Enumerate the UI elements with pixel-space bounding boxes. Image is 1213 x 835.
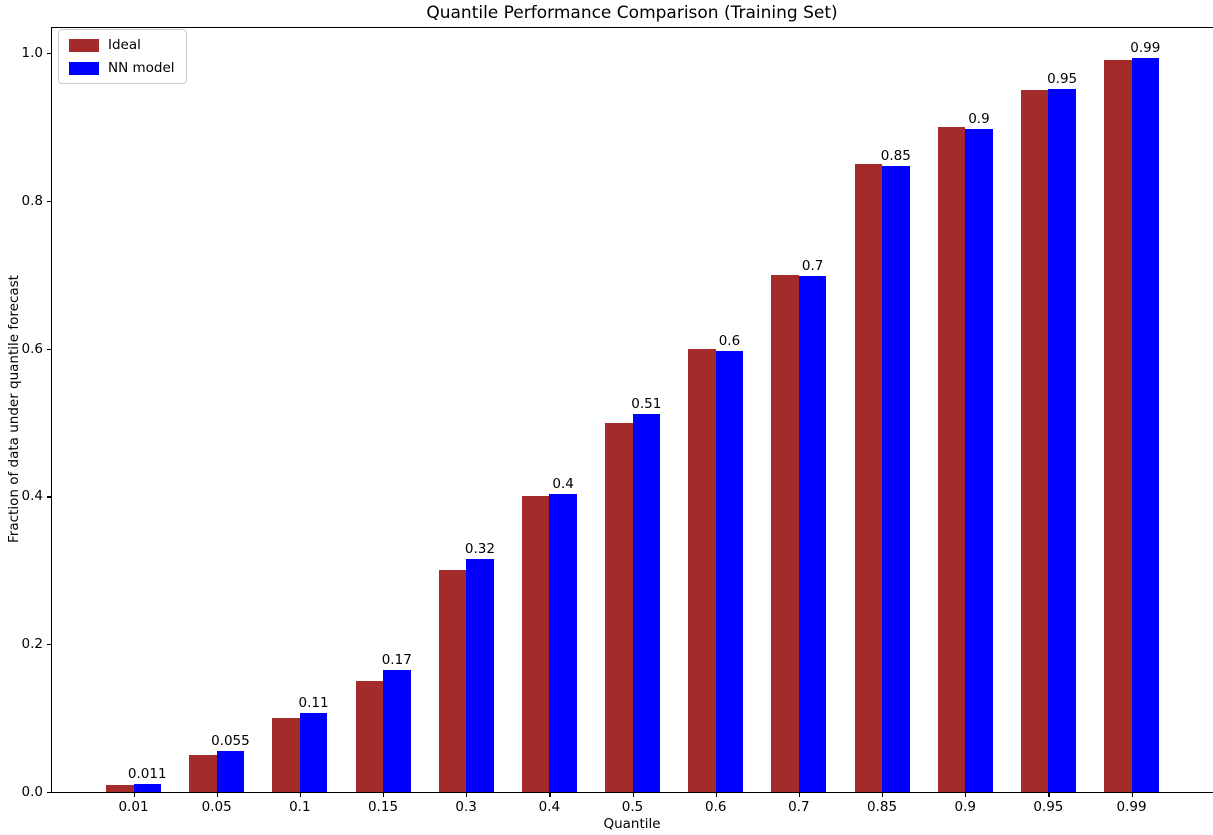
bar-value-label: 0.9 xyxy=(968,111,990,128)
y-tick-mark xyxy=(47,792,51,794)
bar-nn-model-0.95 xyxy=(1048,89,1076,792)
x-tick-mark xyxy=(965,793,967,797)
bar-nn-model-0.05 xyxy=(216,751,245,792)
bar-ideal-0.99 xyxy=(1104,60,1132,792)
bar-nn-model-0.5 xyxy=(632,413,661,792)
bar-nn-model-0.99 xyxy=(1131,58,1160,792)
bar-nn-model-0.85 xyxy=(882,166,910,792)
y-tick-label: 0.8 xyxy=(21,192,43,209)
x-axis-label: Quantile xyxy=(603,816,661,832)
bar-value-label: 0.055 xyxy=(211,733,250,750)
bar-value-label: 0.99 xyxy=(1130,40,1161,57)
bar-value-label: 0.6 xyxy=(718,332,741,349)
x-tick-label: 0.9 xyxy=(954,799,976,815)
x-tick-mark xyxy=(1048,793,1050,797)
bar-nn-model-0.15 xyxy=(383,670,411,792)
y-tick-mark xyxy=(47,496,51,498)
legend-item-ideal: Ideal xyxy=(69,37,175,53)
x-tick-label: 0.7 xyxy=(788,799,810,815)
bar-ideal-0.5 xyxy=(605,422,633,792)
y-tick-label: 0.6 xyxy=(21,340,43,357)
bar-ideal-0.1 xyxy=(272,718,300,792)
x-tick-mark xyxy=(383,793,385,797)
bar-value-label: 0.17 xyxy=(381,652,412,669)
x-tick-mark xyxy=(133,793,135,797)
y-tick-mark xyxy=(47,53,51,55)
bar-nn-model-0.9 xyxy=(965,129,993,792)
legend-swatch-nn-model xyxy=(69,61,99,75)
bar-value-label: 0.32 xyxy=(464,541,495,558)
bar-ideal-0.01 xyxy=(106,784,134,792)
bar-nn-model-0.6 xyxy=(715,350,744,792)
x-tick-mark xyxy=(1131,793,1133,797)
x-tick-label: 0.5 xyxy=(621,799,644,815)
bar-value-label: 0.11 xyxy=(298,694,329,711)
axis-spine-left xyxy=(51,27,52,793)
x-tick-mark xyxy=(632,793,634,797)
x-tick-label: 0.05 xyxy=(201,799,232,815)
y-tick-label: 0.0 xyxy=(21,784,43,800)
bar-value-label: 0.4 xyxy=(552,476,574,493)
x-tick-mark xyxy=(466,793,468,797)
bar-nn-model-0.01 xyxy=(133,783,161,792)
x-tick-label: 0.4 xyxy=(538,799,561,815)
legend-label-nn-model: NN model xyxy=(108,60,175,76)
x-tick-label: 0.1 xyxy=(289,799,311,815)
axis-spine-bottom xyxy=(51,792,1213,794)
bar-ideal-0.05 xyxy=(189,755,217,792)
bar-value-label: 0.95 xyxy=(1047,71,1078,88)
legend-label-ideal: Ideal xyxy=(108,37,141,53)
bar-ideal-0.6 xyxy=(688,348,716,792)
x-tick-label: 0.01 xyxy=(118,799,149,815)
x-tick-label: 0.15 xyxy=(367,799,399,815)
y-tick-label: 0.4 xyxy=(21,488,43,505)
y-tick-mark xyxy=(47,348,51,350)
bar-ideal-0.3 xyxy=(438,570,467,792)
x-tick-label: 0.95 xyxy=(1033,799,1064,815)
bar-nn-model-0.1 xyxy=(299,712,328,792)
bar-nn-model-0.7 xyxy=(798,276,827,792)
y-tick-label: 0.2 xyxy=(21,636,43,653)
bar-ideal-0.85 xyxy=(854,163,883,792)
x-tick-mark xyxy=(216,793,218,797)
bar-ideal-0.95 xyxy=(1020,89,1049,792)
bar-ideal-0.15 xyxy=(355,681,383,792)
chart-title: Quantile Performance Comparison (Trainin… xyxy=(426,3,838,23)
bar-value-label: 0.51 xyxy=(631,395,662,412)
y-tick-label: 1.0 xyxy=(21,45,43,61)
legend-item-nn-model: NN model xyxy=(69,60,175,76)
bar-ideal-0.4 xyxy=(521,496,550,792)
bar-ideal-0.9 xyxy=(937,126,966,792)
x-tick-label: 0.3 xyxy=(455,799,477,815)
x-tick-mark xyxy=(299,793,302,797)
bar-value-label: 0.85 xyxy=(880,148,911,165)
axis-spine-top xyxy=(51,27,1213,28)
x-tick-mark xyxy=(715,793,717,797)
bar-nn-model-0.3 xyxy=(466,559,494,792)
x-tick-mark xyxy=(882,793,884,797)
x-tick-label: 0.6 xyxy=(704,799,727,815)
y-tick-mark xyxy=(47,644,51,646)
x-tick-mark xyxy=(549,793,551,797)
x-tick-label: 0.99 xyxy=(1116,799,1147,815)
bar-nn-model-0.4 xyxy=(549,494,577,792)
bar-value-label: 0.011 xyxy=(127,765,167,782)
bar-ideal-0.7 xyxy=(771,274,799,792)
y-tick-mark xyxy=(47,200,51,202)
legend-swatch-ideal xyxy=(69,38,99,52)
bar-value-label: 0.7 xyxy=(801,258,824,275)
x-tick-mark xyxy=(798,793,801,797)
x-tick-label: 0.85 xyxy=(866,799,898,815)
legend: Ideal NN model xyxy=(58,29,187,84)
